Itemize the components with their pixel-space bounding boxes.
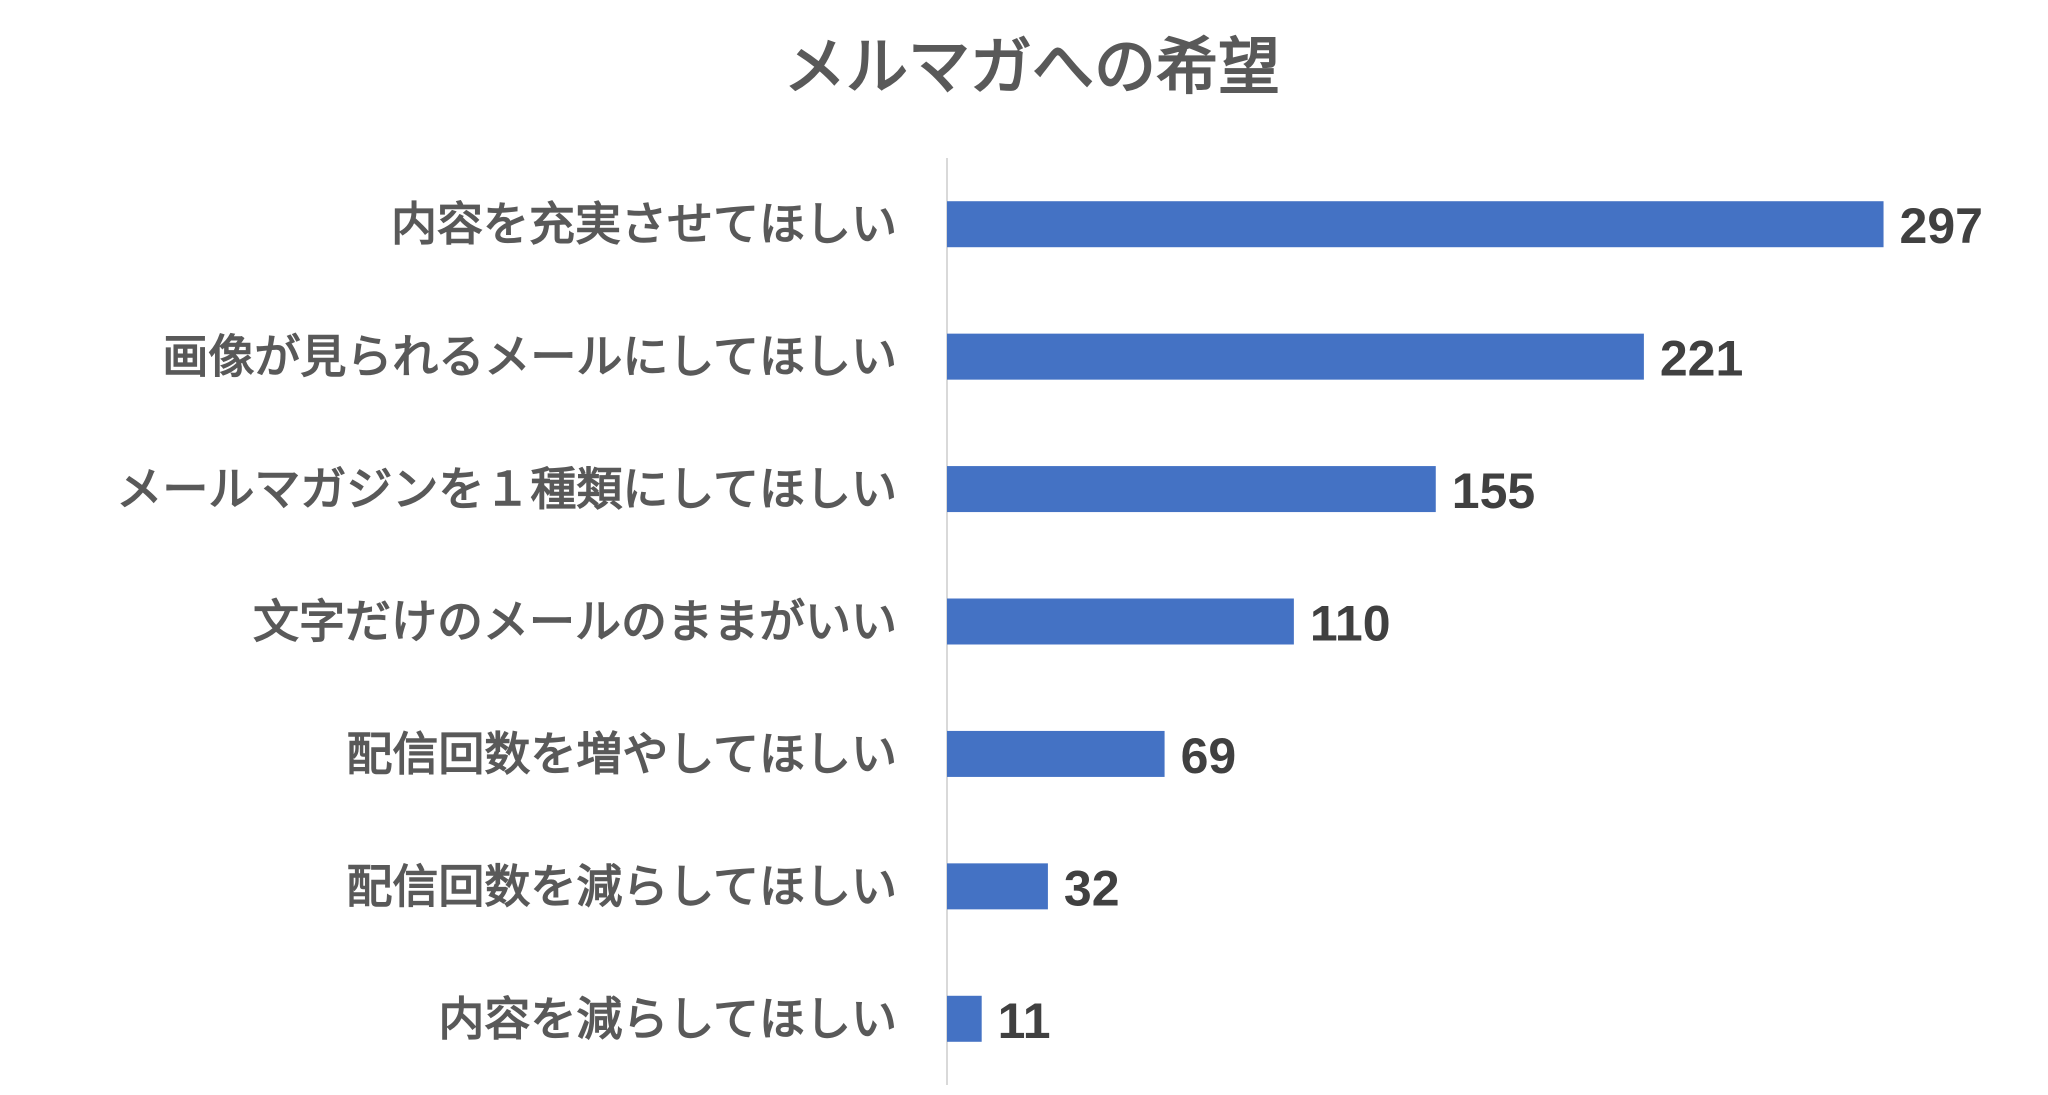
data-label-2: 221 xyxy=(1660,331,1743,387)
category-label-6: 配信回数を減らしてほしい xyxy=(346,859,897,913)
data-label-6: 32 xyxy=(1064,860,1120,916)
data-label-4: 110 xyxy=(1310,596,1391,652)
bars-group xyxy=(947,201,1884,1042)
data-label-3: 155 xyxy=(1452,463,1535,519)
data-label-5: 69 xyxy=(1181,728,1237,784)
bar-4 xyxy=(947,598,1294,645)
bar-2 xyxy=(947,333,1644,380)
bar-7 xyxy=(947,995,982,1042)
bar-1 xyxy=(947,201,1884,248)
data-labels-group: 297 221 155 110 69 32 11 xyxy=(998,198,1983,1049)
data-label-7: 11 xyxy=(998,993,1051,1049)
category-label-4: 文字だけのメールのままがいい xyxy=(253,595,897,649)
category-label-7: 内容を減らしてほしい xyxy=(438,992,897,1046)
data-label-1: 297 xyxy=(1900,198,1983,254)
bar-5 xyxy=(947,730,1165,777)
category-label-3: メールマガジンを１種類にしてほしい xyxy=(116,462,897,516)
chart-title: メルマガへの希望 xyxy=(784,30,1280,103)
category-labels-group: 内容を充実させてほしい画像が見られるメールにしてほしいメールマガジンを１種類にし… xyxy=(116,197,897,1046)
bar-3 xyxy=(947,466,1436,513)
category-label-5: 配信回数を増やしてほしい xyxy=(346,727,897,781)
category-label-1: 内容を充実させてほしい xyxy=(391,197,897,251)
bar-6 xyxy=(947,863,1048,910)
category-label-2: 画像が見られるメールにしてほしい xyxy=(162,330,897,384)
